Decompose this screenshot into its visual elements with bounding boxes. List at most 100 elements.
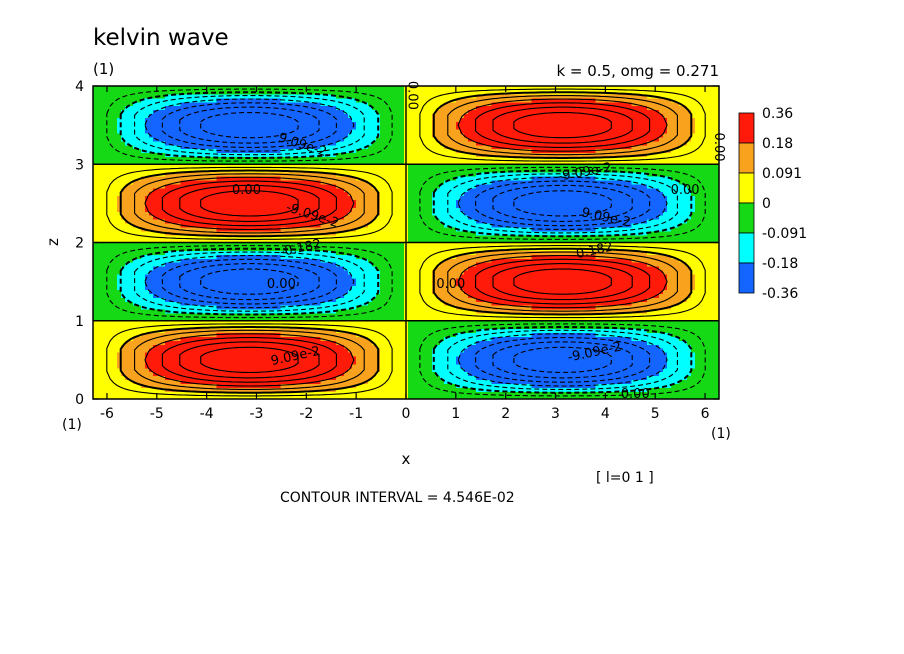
contour-fill-cell [404, 125, 433, 130]
contour-fill-cell [443, 379, 493, 384]
contour-fill-cell [659, 109, 692, 114]
contour-fill-cell [695, 129, 720, 134]
contour-fill-cell [404, 289, 433, 294]
contour-fill-cell [144, 285, 353, 291]
contour-line [457, 333, 668, 387]
contour-fill-cell [667, 125, 696, 130]
contour-fill-cell [491, 101, 632, 107]
contour-fill-cell [320, 101, 369, 107]
contour-line [457, 254, 668, 309]
contour-fill-cell [695, 273, 720, 279]
contour-fill-cell [431, 117, 461, 122]
contour-fill-cell [356, 355, 381, 361]
contour-fill-cell [352, 273, 381, 279]
contour-fill-cell [372, 140, 405, 146]
contour-fill-cell [380, 348, 409, 353]
contour-fill-cell [647, 93, 720, 99]
contour-fill-cell [431, 359, 457, 365]
contour-fill-cell [595, 254, 672, 259]
contour-fill-cell [372, 183, 409, 189]
contour-line [144, 254, 355, 309]
contour-fill-cell [93, 152, 166, 158]
contour-fill-cell [93, 273, 118, 279]
contour-fill-cell [659, 215, 692, 220]
contour-fill-cell [695, 285, 720, 291]
contour-fill-cell [467, 109, 660, 114]
contour-fill-cell [93, 140, 126, 146]
contour-fill-cell [663, 348, 692, 353]
contour-fill-cell [93, 129, 118, 134]
contour-fill-cell [439, 183, 477, 189]
contour-fill-cell [407, 328, 477, 334]
contour-fill-cell [352, 352, 381, 357]
contour-fill-cell [120, 113, 150, 118]
contour-label: 0.00 [404, 81, 419, 110]
contour-fill-cell [687, 183, 720, 189]
contour-fill-cell [93, 320, 409, 326]
contour-fill-cell [467, 187, 660, 193]
contour-fill-cell [663, 191, 692, 197]
x-axis: -6 -5 -4 -3 -2 -1 0 1 2 3 4 5 6 [100, 86, 710, 422]
contour-fill-cell [671, 175, 720, 181]
contour-fill-cell [116, 277, 146, 283]
contour-fill-cell [180, 179, 321, 185]
contour-fill-cell [404, 121, 433, 126]
contour-fill-cell [695, 363, 720, 369]
contour-fill-cell [435, 265, 469, 271]
contour-fill-cell [120, 289, 150, 294]
contour-fill-cell [671, 383, 720, 388]
x-tick-label: -5 [150, 406, 164, 422]
contour-fill-cell [659, 371, 692, 377]
contour-fill-cell [431, 207, 461, 212]
contour-fill-cell [116, 273, 146, 279]
contour-fill-cell [280, 97, 357, 103]
contour-fill-cell [459, 207, 668, 212]
contour-line [432, 326, 693, 394]
contour-fill-cell [356, 121, 381, 126]
contour-fill-cell [439, 105, 477, 111]
contour-fill-cell [120, 371, 154, 377]
contour-fill-cell [376, 344, 409, 349]
contour-fill-cell [380, 359, 409, 365]
contour-fill-cell [180, 336, 321, 341]
colorbar-swatch [738, 202, 755, 234]
contour-fill-cell [695, 117, 720, 122]
contour-fill-cell [120, 215, 154, 220]
contour-fill-cell [691, 293, 720, 298]
contour-fill-cell [336, 93, 405, 99]
contour-fill-cell [93, 395, 409, 400]
contour-fill-cell [407, 367, 433, 373]
contour-fill-cell [336, 297, 373, 302]
colorbar-label: -0.36 [762, 286, 798, 302]
contour-fill-cell [463, 191, 664, 197]
contour-fill-cell [491, 258, 632, 263]
contour-fill-cell [695, 352, 720, 357]
contour-fill-cell [404, 301, 445, 306]
contour-fill-cell [140, 148, 218, 154]
contour-fill-cell [140, 305, 218, 310]
contour-fill-cell [93, 132, 122, 138]
contour-fill-cell [120, 344, 154, 349]
x-tick-label: 3 [551, 406, 560, 422]
x-tick-label: 0 [402, 406, 411, 422]
x-tick-label: -3 [249, 406, 263, 422]
contour-fill-cell [93, 242, 405, 248]
x-tick-label: -1 [349, 406, 363, 422]
y-tick-label: 3 [75, 157, 84, 173]
contour-line [457, 98, 668, 152]
contour-line [419, 323, 706, 397]
contour-fill-cell [116, 121, 146, 126]
contour-fill-cell [152, 136, 345, 142]
contour-fill-cell [148, 191, 349, 197]
contour-fill-cell [431, 125, 457, 130]
contour-fill-cell [404, 316, 720, 322]
contour-line [492, 184, 633, 222]
contour-line [200, 111, 299, 139]
contour-fill-cell [407, 230, 477, 236]
contour-fill-cell [93, 160, 405, 165]
contour-fill-cell [148, 132, 349, 138]
contour-fill-cell [667, 203, 696, 208]
contour-fill-cell [380, 203, 409, 208]
contour-fill-cell [152, 265, 345, 271]
contour-fill-cell [380, 355, 409, 361]
